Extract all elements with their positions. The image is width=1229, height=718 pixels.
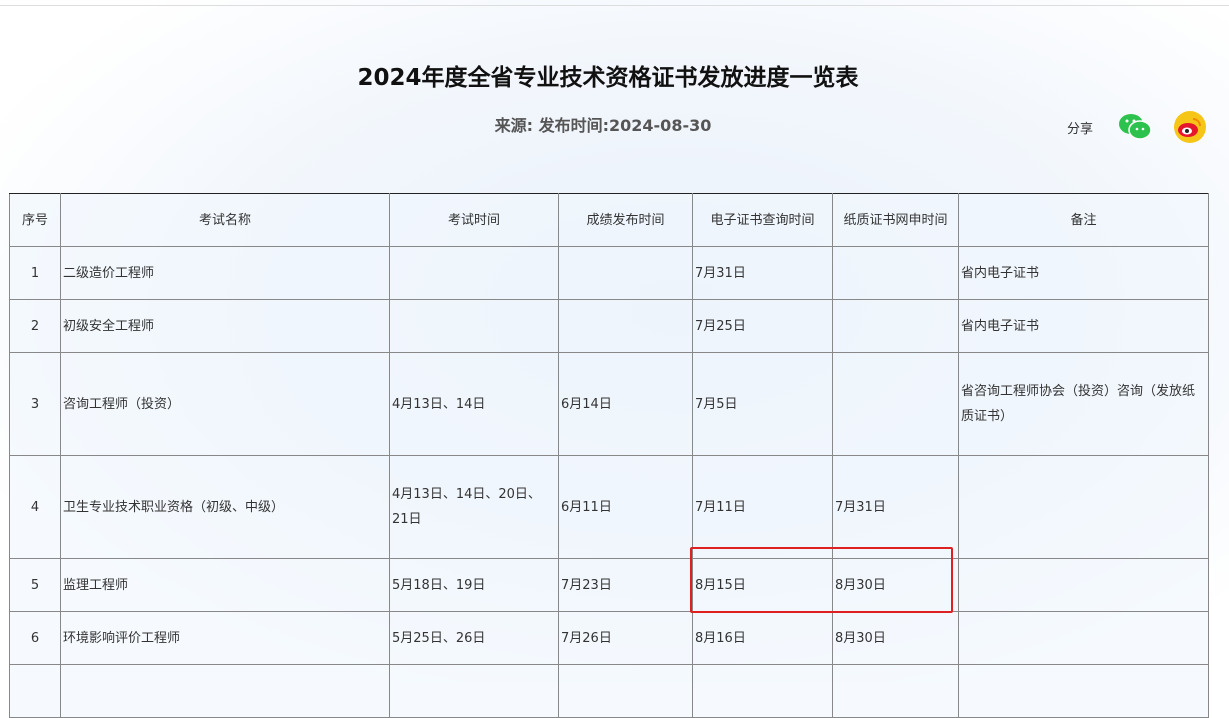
table-cell: 1 bbox=[9, 246, 61, 300]
table-cell: 卫生专业技术职业资格（初级、中级） bbox=[60, 455, 390, 559]
table-cell bbox=[692, 664, 833, 718]
table-cell: 7月31日 bbox=[692, 246, 833, 300]
publish-meta: 来源: 发布时间:2024-08-30 bbox=[494, 116, 712, 135]
table-cell: 6 bbox=[9, 611, 61, 665]
table-row: 5 监理工程师 5月18日、19日 7月23日 8月15日 8月30日 bbox=[9, 558, 1209, 612]
table-cell bbox=[832, 352, 959, 456]
table-row bbox=[9, 664, 1209, 718]
table-cell: 环境影响评价工程师 bbox=[60, 611, 390, 665]
table-cell bbox=[9, 664, 61, 718]
table-cell: 7月31日 bbox=[832, 455, 959, 559]
table-cell: 8月30日 bbox=[832, 611, 959, 665]
table-cell bbox=[832, 246, 959, 300]
table-cell: 3 bbox=[9, 352, 61, 456]
table-cell: 监理工程师 bbox=[60, 558, 390, 612]
header-cell: 电子证书查询时间 bbox=[692, 193, 833, 247]
header-cell: 考试时间 bbox=[389, 193, 559, 247]
table-cell: 4月13日、14日 bbox=[389, 352, 559, 456]
header-cell: 纸质证书网申时间 bbox=[832, 193, 959, 247]
table-cell: 8月16日 bbox=[692, 611, 833, 665]
table-cell bbox=[958, 664, 1209, 718]
table-cell: 省内电子证书 bbox=[958, 246, 1209, 300]
divider bbox=[0, 5, 1229, 6]
header-cell: 考试名称 bbox=[60, 193, 390, 247]
table-row: 1 二级造价工程师 7月31日 省内电子证书 bbox=[9, 246, 1209, 300]
table-cell: 7月5日 bbox=[692, 352, 833, 456]
table-cell: 2 bbox=[9, 299, 61, 353]
wechat-icon[interactable] bbox=[1118, 113, 1152, 141]
header-cell: 备注 bbox=[958, 193, 1209, 247]
table-cell: 省内电子证书 bbox=[958, 299, 1209, 353]
table-cell bbox=[60, 664, 390, 718]
table-cell bbox=[958, 455, 1209, 559]
table-cell bbox=[389, 246, 559, 300]
table-cell bbox=[958, 611, 1209, 665]
table-cell: 5 bbox=[9, 558, 61, 612]
table-cell: 5月25日、26日 bbox=[389, 611, 559, 665]
table-cell: 咨询工程师（投资） bbox=[60, 352, 390, 456]
table-cell bbox=[558, 664, 693, 718]
table-cell: 7月26日 bbox=[558, 611, 693, 665]
table-row: 4 卫生专业技术职业资格（初级、中级） 4月13日、14日、20日、21日 6月11日… bbox=[9, 455, 1209, 559]
table-cell: 6月11日 bbox=[558, 455, 693, 559]
table-cell bbox=[558, 299, 693, 353]
table-row: 3 咨询工程师（投资） 4月13日、14日 6月14日 7月5日 省咨询工程师协会（投资）… bbox=[9, 352, 1209, 456]
progress-table: 序号 考试名称 考试时间 成绩发布时间 电子证书查询时间 纸质证书网申时间 备注… bbox=[9, 193, 1209, 718]
table-header-row: 序号 考试名称 考试时间 成绩发布时间 电子证书查询时间 纸质证书网申时间 备注 bbox=[9, 193, 1209, 247]
table-cell: 7月11日 bbox=[692, 455, 833, 559]
table-cell bbox=[832, 299, 959, 353]
table-cell: 初级安全工程师 bbox=[60, 299, 390, 353]
highlight-box bbox=[690, 547, 953, 613]
header-cell: 成绩发布时间 bbox=[558, 193, 693, 247]
table-cell: 4 bbox=[9, 455, 61, 559]
table-cell: 6月14日 bbox=[558, 352, 693, 456]
table-cell bbox=[958, 558, 1209, 612]
weibo-icon[interactable] bbox=[1174, 111, 1206, 143]
table-row: 6 环境影响评价工程师 5月25日、26日 7月26日 8月16日 8月30日 bbox=[9, 611, 1209, 665]
table-cell bbox=[389, 664, 559, 718]
table-row: 2 初级安全工程师 7月25日 省内电子证书 bbox=[9, 299, 1209, 353]
table-cell: 7月25日 bbox=[692, 299, 833, 353]
page-title: 2024年度全省专业技术资格证书发放进度一览表 bbox=[357, 65, 859, 91]
table-cell: 8月15日 bbox=[692, 558, 833, 612]
table-cell bbox=[389, 299, 559, 353]
table-cell: 二级造价工程师 bbox=[60, 246, 390, 300]
table-cell: 5月18日、19日 bbox=[389, 558, 559, 612]
table-cell bbox=[832, 664, 959, 718]
table-cell: 4月13日、14日、20日、21日 bbox=[389, 455, 559, 559]
share-label: 分享 bbox=[1067, 122, 1094, 137]
table-cell bbox=[558, 246, 693, 300]
table-cell: 7月23日 bbox=[558, 558, 693, 612]
table-cell: 省咨询工程师协会（投资）咨询（发放纸质证书） bbox=[958, 352, 1209, 456]
header-cell: 序号 bbox=[9, 193, 61, 247]
